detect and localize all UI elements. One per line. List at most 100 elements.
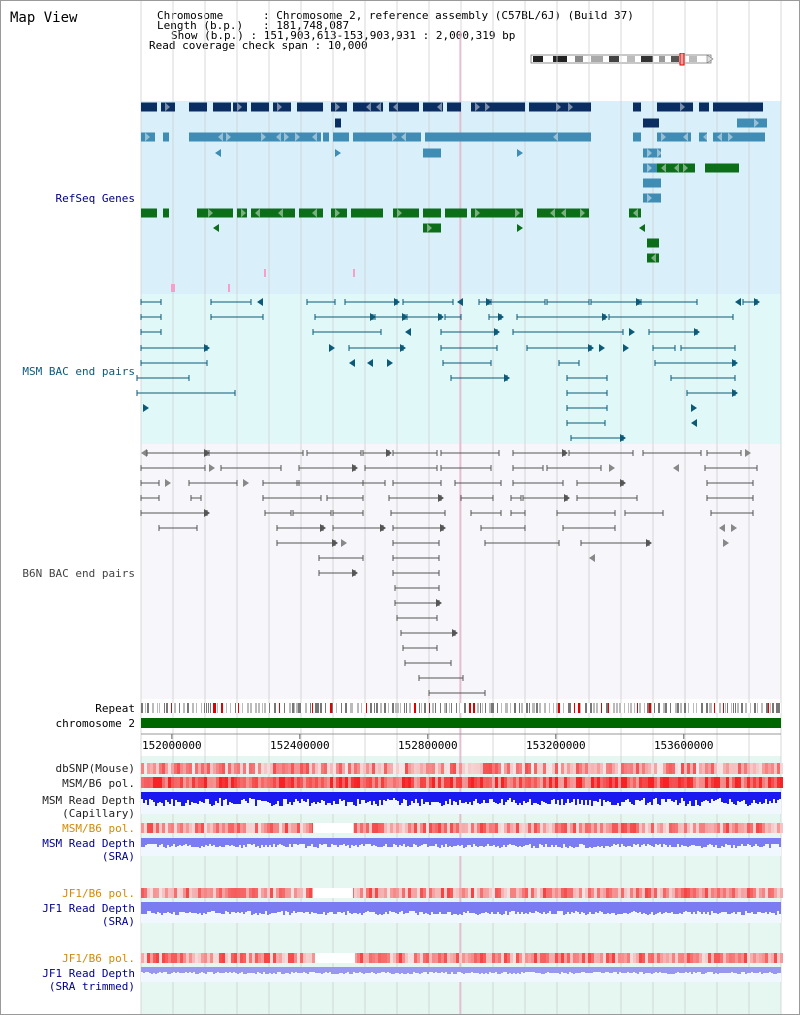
depth-bar — [763, 792, 765, 803]
depth-bar — [397, 792, 399, 801]
depth-bar — [251, 967, 253, 973]
track-label-msm-read-depth-capillary[interactable]: MSM Read Depth — [42, 794, 135, 807]
polymorphism-cell — [582, 763, 585, 774]
polymorphism-cell — [282, 888, 285, 898]
depth-bar — [305, 902, 307, 912]
gene-feature — [423, 148, 441, 158]
polymorphism-cell — [549, 888, 552, 898]
polymorphism-cell — [261, 777, 264, 788]
depth-bar — [371, 792, 373, 805]
track-label-dbsnp[interactable]: dbSNP(Mouse) — [55, 762, 135, 775]
depth-bar — [151, 967, 153, 974]
depth-bar — [779, 792, 781, 799]
depth-bar — [227, 838, 229, 845]
depth-bar — [245, 838, 247, 847]
repeat-element — [350, 703, 352, 713]
depth-bar — [717, 967, 719, 974]
polymorphism-cell — [573, 763, 576, 774]
polymorphism-cell — [252, 763, 255, 774]
polymorphism-cell — [225, 763, 228, 774]
depth-bar — [311, 792, 313, 803]
depth-bar — [231, 792, 233, 803]
depth-bar — [573, 838, 575, 848]
repeat-element — [187, 703, 189, 713]
depth-bar — [703, 902, 705, 912]
polymorphism-cell — [546, 953, 549, 963]
depth-bar — [203, 902, 205, 913]
polymorphism-cell — [213, 763, 216, 774]
polymorphism-cell — [231, 777, 234, 788]
depth-bar — [429, 792, 431, 805]
gene-strand-arrow — [366, 102, 371, 112]
depth-bar — [729, 792, 731, 799]
depth-bar — [263, 967, 265, 972]
polymorphism-cell — [216, 888, 219, 898]
depth-bar — [405, 902, 407, 913]
polymorphism-cell — [669, 823, 672, 833]
depth-bar — [341, 838, 343, 845]
depth-bar — [281, 792, 283, 806]
polymorphism-cell — [663, 763, 666, 774]
gene-strand-arrow — [284, 132, 289, 142]
gene-arrow — [620, 434, 626, 442]
depth-bar — [505, 967, 507, 972]
depth-bar — [163, 838, 165, 847]
polymorphism-cell — [594, 823, 597, 833]
gene-strand-arrow — [335, 102, 340, 112]
depth-bar — [333, 838, 335, 845]
depth-bar — [353, 902, 355, 913]
depth-bar — [193, 792, 195, 803]
depth-bar — [683, 902, 685, 912]
depth-bar — [389, 902, 391, 911]
polymorphism-cell — [219, 953, 222, 963]
repeat-element — [196, 703, 197, 713]
depth-bar — [341, 792, 343, 801]
depth-bar — [229, 902, 231, 914]
polymorphism-cell — [726, 888, 729, 898]
polymorphism-cell — [723, 777, 726, 788]
depth-bar — [595, 792, 597, 801]
track-label-jf1-b6-pol-2[interactable]: JF1/B6 pol. — [62, 952, 135, 965]
gene-feature — [189, 132, 321, 142]
polymorphism-cell — [762, 763, 765, 774]
track-label-msm-b6-pol-2[interactable]: MSM/B6 pol. — [62, 822, 135, 835]
depth-bar — [661, 838, 663, 847]
depth-bar — [543, 902, 545, 912]
track-label-msm-b6-pol-1[interactable]: MSM/B6 pol. — [62, 777, 135, 790]
depth-bar — [707, 967, 709, 972]
track-label-b6n-bac-end-pairs[interactable]: B6N BAC end pairs — [22, 567, 135, 580]
repeat-element — [312, 703, 313, 713]
depth-bar — [725, 792, 727, 803]
depth-bar — [611, 967, 613, 973]
depth-bar — [733, 838, 735, 845]
polymorphism-cell — [486, 953, 489, 963]
depth-bar — [469, 902, 471, 913]
depth-bar — [321, 838, 323, 845]
polymorphism-cell — [675, 763, 678, 774]
depth-bar — [763, 902, 765, 913]
polymorphism-cell — [309, 888, 312, 898]
depth-bar — [299, 967, 301, 973]
track-label-refseq-genes[interactable]: RefSeq Genes — [55, 192, 135, 205]
depth-bar — [503, 902, 505, 914]
polymorphism-cell — [375, 888, 378, 898]
track-label-chromosome[interactable]: chromosome 2 — [55, 717, 135, 730]
polymorphism-cell — [519, 823, 522, 833]
depth-bar — [667, 792, 669, 799]
polymorphism-cell — [411, 953, 414, 963]
gene-arrow — [204, 509, 210, 517]
track-label-jf1-read-depth-trimmed[interactable]: JF1 Read Depth — [42, 967, 135, 980]
track-label-msm-bac-end-pairs[interactable]: MSM BAC end pairs — [22, 365, 135, 378]
polymorphism-cell — [489, 888, 492, 898]
polymorphism-cell — [360, 888, 363, 898]
ideogram-position-marker[interactable] — [679, 53, 685, 66]
track-label-jf1-b6-pol-1[interactable]: JF1/B6 pol. — [62, 887, 135, 900]
polymorphism-cell — [297, 763, 300, 774]
track-label-repeat[interactable]: Repeat — [95, 702, 135, 715]
track-label-jf1-read-depth-sra[interactable]: JF1 Read Depth — [42, 902, 135, 915]
track-label-msm-read-depth-sra[interactable]: MSM Read Depth — [42, 837, 135, 850]
polymorphism-cell — [477, 823, 480, 833]
polymorphism-cell — [210, 777, 213, 788]
gene-arrow — [694, 328, 700, 336]
